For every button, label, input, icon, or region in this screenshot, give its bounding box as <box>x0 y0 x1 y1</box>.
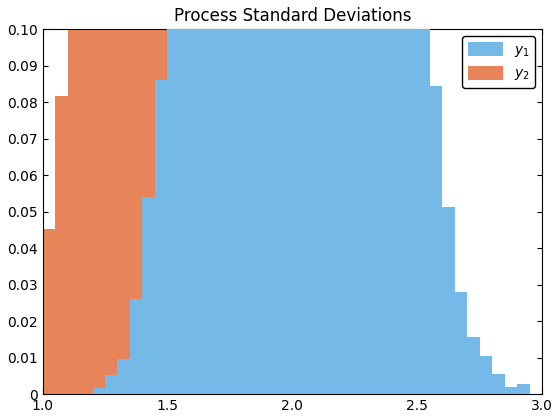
Bar <box>467 337 480 394</box>
Bar <box>167 0 180 394</box>
Bar <box>68 0 80 394</box>
Bar <box>155 0 167 394</box>
Bar <box>92 0 105 394</box>
Bar <box>167 0 180 394</box>
Bar <box>355 0 367 394</box>
Bar <box>255 0 267 394</box>
Bar <box>318 0 330 394</box>
Bar <box>142 197 155 394</box>
Bar <box>193 0 205 394</box>
Title: Process Standard Deviations: Process Standard Deviations <box>174 7 411 25</box>
Bar <box>455 292 467 394</box>
Bar <box>442 207 455 394</box>
Bar <box>142 0 155 394</box>
Bar <box>230 0 242 394</box>
Bar <box>205 0 217 394</box>
Bar <box>280 0 292 394</box>
Bar <box>467 386 480 394</box>
Bar <box>292 0 305 394</box>
Bar <box>342 0 355 394</box>
Bar <box>217 0 230 394</box>
Bar <box>180 0 193 394</box>
Bar <box>230 0 242 394</box>
Bar <box>255 0 267 394</box>
Bar <box>205 0 217 394</box>
Bar <box>105 375 118 394</box>
Bar <box>367 0 380 394</box>
Bar <box>280 0 292 394</box>
Bar <box>193 0 205 394</box>
Bar <box>292 0 305 394</box>
Bar <box>517 384 530 394</box>
Bar <box>105 0 118 394</box>
Bar <box>480 356 492 394</box>
Bar <box>180 0 193 394</box>
Bar <box>80 0 92 394</box>
Bar <box>492 374 505 394</box>
Bar <box>155 80 167 394</box>
Bar <box>305 0 318 394</box>
Bar <box>217 0 230 394</box>
Bar <box>392 0 405 394</box>
Bar <box>130 0 142 394</box>
Bar <box>380 96 392 394</box>
Bar <box>405 260 417 394</box>
Bar <box>330 0 342 394</box>
Bar <box>118 359 130 394</box>
Bar <box>267 0 280 394</box>
Bar <box>392 185 405 394</box>
Bar <box>430 341 442 394</box>
Bar <box>442 374 455 394</box>
Bar <box>130 299 142 394</box>
Bar <box>242 0 255 394</box>
Bar <box>55 96 68 394</box>
Bar <box>455 374 467 394</box>
Bar <box>43 229 55 394</box>
Bar <box>417 315 430 394</box>
Bar <box>318 0 330 394</box>
Bar <box>380 0 392 394</box>
Bar <box>242 0 255 394</box>
Bar <box>417 0 430 394</box>
Legend: $y_1$, $y_2$: $y_1$, $y_2$ <box>463 36 535 88</box>
Bar <box>267 0 280 394</box>
Bar <box>305 0 318 394</box>
Bar <box>367 0 380 394</box>
Bar <box>342 0 355 394</box>
Bar <box>505 387 517 394</box>
Bar <box>92 388 105 394</box>
Bar <box>118 0 130 394</box>
Bar <box>405 0 417 394</box>
Bar <box>330 0 342 394</box>
Bar <box>492 391 505 394</box>
Bar <box>480 390 492 394</box>
Bar <box>355 0 367 394</box>
Bar <box>505 393 517 394</box>
Bar <box>430 86 442 394</box>
